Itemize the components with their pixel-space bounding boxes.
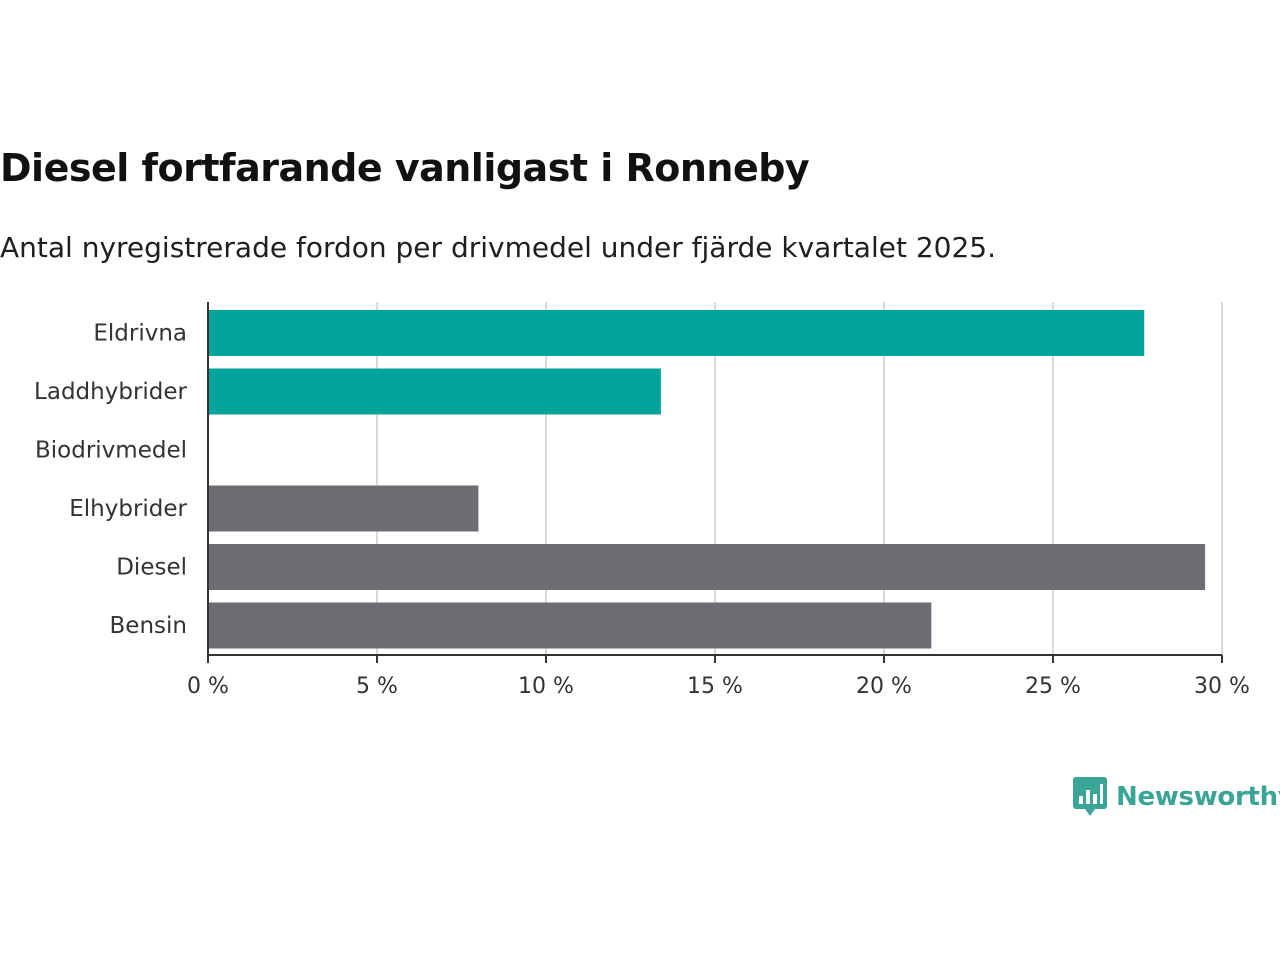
bar-bensin	[208, 602, 932, 649]
bar-diesel	[208, 544, 1206, 590]
x-tick-label: 5 %	[356, 674, 398, 699]
category-label: Elhybrider	[69, 496, 187, 522]
newsworthy-logo: Newsworthy	[1072, 776, 1280, 818]
category-label: Bensin	[110, 613, 187, 639]
newsworthy-logo-text: Newsworthy	[1116, 782, 1280, 812]
category-label: Biodrivmedel	[35, 438, 187, 464]
bar-elhybrider	[208, 485, 479, 532]
x-tick-label: 20 %	[856, 674, 912, 699]
grid-lines	[376, 302, 1223, 655]
bar-laddhybrider	[208, 368, 661, 415]
category-label: Laddhybrider	[34, 379, 187, 405]
x-axis: 0 % 5 % 10 % 15 % 20 % 25 % 30 %	[187, 302, 1250, 699]
chart-title: Diesel fortfarande vanligast i Ronneby	[0, 146, 810, 190]
x-tick-label: 15 %	[687, 674, 743, 699]
chart-subtitle: Antal nyregistrerade fordon per drivmede…	[0, 231, 997, 264]
category-label: Eldrivna	[93, 321, 187, 347]
bars	[208, 310, 1206, 649]
x-tick-label: 30 %	[1194, 674, 1250, 699]
newsworthy-logo-icon	[1073, 777, 1107, 816]
category-label: Diesel	[116, 555, 187, 581]
category-labels: Eldrivna Laddhybrider Biodrivmedel Elhybrid…	[34, 321, 187, 640]
x-tick-label: 25 %	[1025, 674, 1081, 699]
bar-eldrivna	[208, 310, 1145, 356]
bar-chart: 0 % 5 % 10 % 15 % 20 % 25 % 30 % Eldrivna Laddh…	[34, 302, 1250, 699]
x-tick-label: 0 %	[187, 674, 229, 699]
x-tick-label: 10 %	[518, 674, 574, 699]
